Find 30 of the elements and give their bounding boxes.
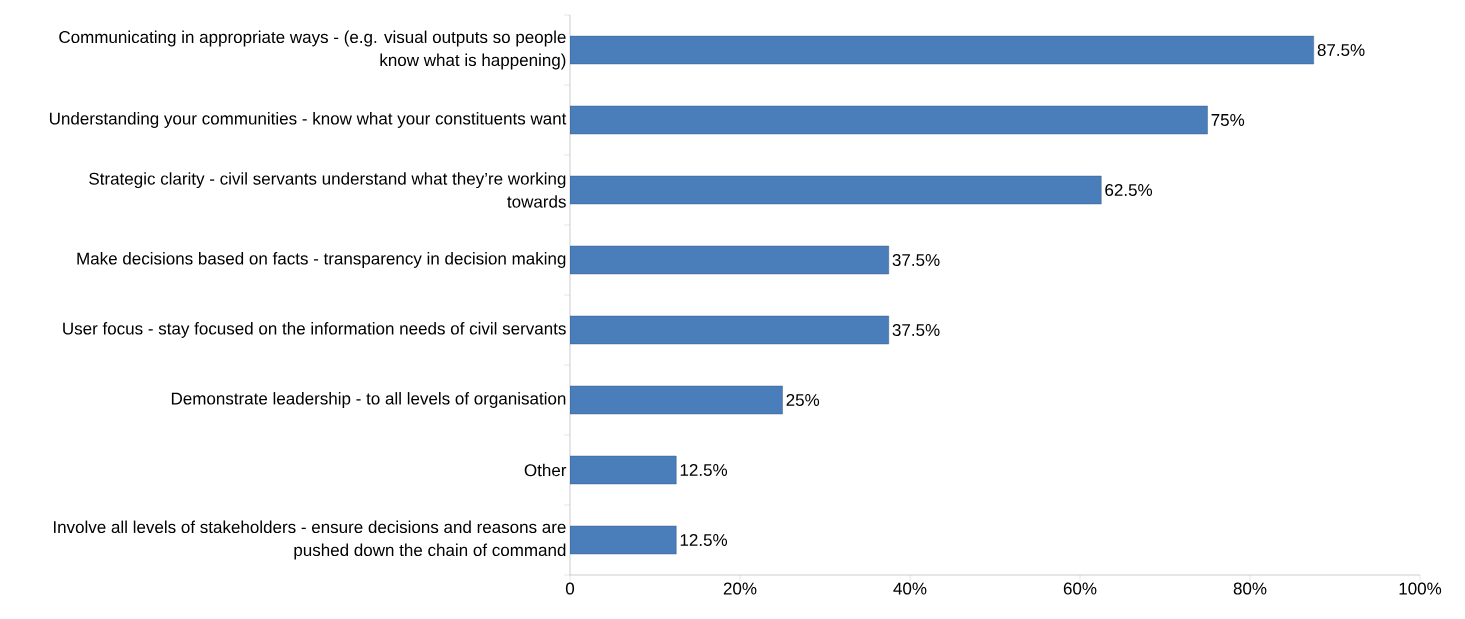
data-label: 75% <box>1211 114 1245 126</box>
y-tick-label: Make decisions based on facts - transparency in decision making <box>77 252 566 268</box>
y-tick-label: Understanding your communities - know what your constituents want <box>49 112 567 128</box>
data-label: 12.5% <box>680 533 728 547</box>
y-tick-label: Involve all levels of stakeholders - ensure decisions and reasons are pushed down the chain of command <box>53 520 566 560</box>
bar <box>570 315 889 345</box>
data-label: 62.5% <box>1105 183 1153 197</box>
bar <box>570 175 1102 205</box>
data-label: 87.5% <box>1317 43 1365 57</box>
bar <box>570 245 889 275</box>
x-tick-label: 80% <box>1233 582 1267 595</box>
y-tick-label: Communicating in appropriate ways - (e.g. visual outputs so people know what is happening) <box>59 30 566 70</box>
x-tick-label: 60% <box>1063 582 1097 595</box>
x-tick-label: 100% <box>1399 582 1442 595</box>
data-label: 12.5% <box>680 463 728 477</box>
bar <box>570 525 677 555</box>
y-tick-label: Strategic clarity - civil servants understand what they’re working towards <box>89 172 566 208</box>
y-tick-label: Demonstrate leadership - to all levels of organisation <box>171 392 566 408</box>
bar <box>570 385 783 415</box>
bar <box>570 35 1314 65</box>
data-label: 37.5% <box>892 323 940 337</box>
bar <box>570 105 1208 135</box>
data-label: 25% <box>786 393 820 407</box>
x-tick-label: 20% <box>723 582 757 595</box>
y-tick-label: Other <box>524 463 567 477</box>
x-tick-label: 0 <box>565 582 575 595</box>
y-tick-label: User focus - stay focused on the information needs of civil servants <box>63 322 566 338</box>
x-tick-label: 40% <box>893 582 927 595</box>
data-label: 37.5% <box>892 253 940 267</box>
bar <box>570 455 677 485</box>
